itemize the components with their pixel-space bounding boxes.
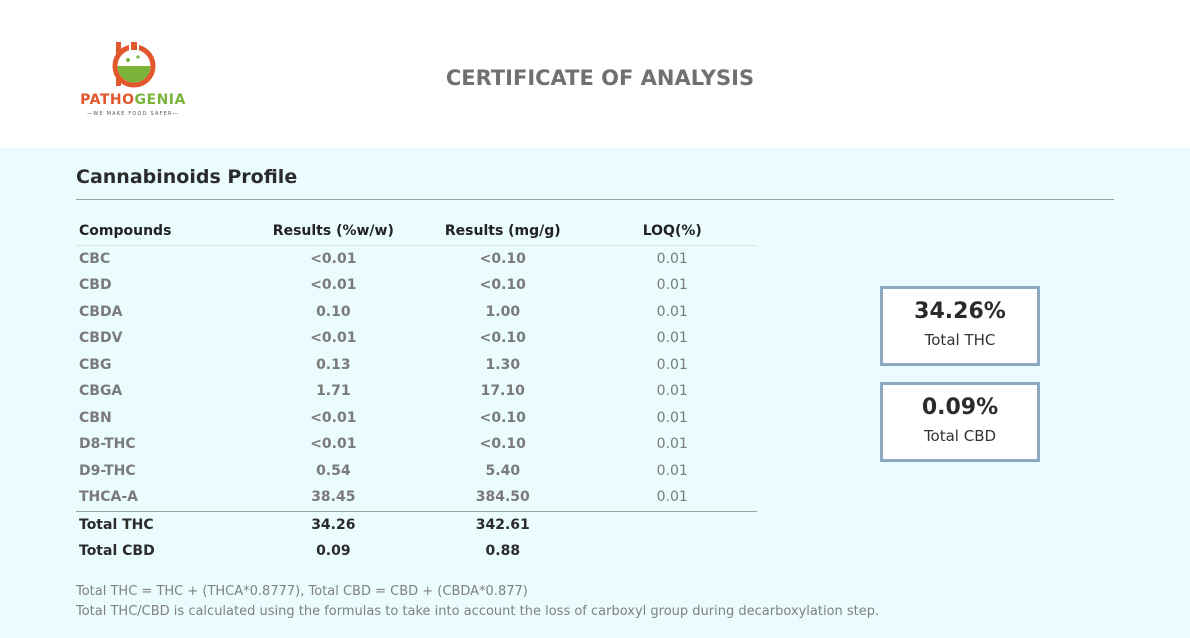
loq-value: 0.01 — [656, 489, 688, 506]
table-row: D8-THC <0.01 <0.10 0.01 — [76, 431, 757, 458]
table-row: THCA-A 38.45 384.50 0.01 — [76, 484, 757, 511]
result-percent: <0.01 — [310, 277, 357, 294]
total-loq — [587, 510, 757, 538]
cannabinoids-panel: Cannabinoids Profile Compounds Results (… — [0, 148, 1190, 638]
result-percent: <0.01 — [310, 330, 357, 347]
compound-name: CBGA — [79, 383, 123, 400]
result-mg: 1.30 — [485, 356, 521, 373]
total-name: Total CBD — [79, 543, 155, 560]
result-mg: 1.00 — [485, 303, 521, 320]
total-thc-row: Total THC 34.26 342.61 — [76, 510, 757, 538]
loq-value: 0.01 — [656, 462, 688, 479]
result-percent: <0.01 — [310, 409, 357, 426]
table-row: CBG 0.13 1.30 0.01 — [76, 352, 757, 379]
compound-name: CBDA — [79, 303, 123, 320]
loq-value: 0.01 — [656, 330, 688, 347]
header: PATHOGENIA —WE MAKE FOOD SAFER— CERTIFIC… — [0, 0, 1190, 148]
loq-value: 0.01 — [656, 409, 688, 426]
loq-value: 0.01 — [656, 277, 688, 294]
result-mg: 17.10 — [480, 383, 525, 400]
logo-wordmark: PATHOGENIA — [80, 92, 186, 108]
total-percent: 34.26 — [248, 510, 419, 538]
result-percent: 0.10 — [316, 303, 351, 320]
table-row: CBC <0.01 <0.10 0.01 — [76, 245, 757, 272]
table-row: CBDV <0.01 <0.10 0.01 — [76, 325, 757, 352]
compound-name: CBDV — [79, 330, 123, 347]
result-percent: <0.01 — [310, 436, 357, 453]
page-title: CERTIFICATE OF ANALYSIS — [445, 66, 755, 90]
total-mg: 342.61 — [418, 510, 588, 538]
compound-name: D9-THC — [79, 462, 136, 479]
table-row: CBD <0.01 <0.10 0.01 — [76, 272, 757, 299]
column-header: Results (mg/g) — [418, 218, 588, 246]
logo-tagline: —WE MAKE FOOD SAFER— — [87, 111, 179, 117]
compound-name: CBD — [79, 277, 112, 294]
total-cbd-label: Total CBD — [923, 427, 997, 445]
result-mg: <0.10 — [479, 250, 526, 267]
formula-note: Total THC = THC + (THCA*0.8777), Total C… — [76, 584, 528, 599]
table-row: D9-THC 0.54 5.40 0.01 — [76, 458, 757, 485]
total-cbd-value: 0.09% — [921, 395, 999, 420]
table-row: CBN <0.01 <0.10 0.01 — [76, 405, 757, 432]
compound-name: D8-THC — [79, 436, 136, 453]
compound-name: CBN — [79, 409, 112, 426]
total-thc-value: 34.26% — [914, 299, 1006, 324]
section-divider — [76, 199, 1114, 200]
compound-name: THCA-A — [79, 489, 139, 506]
compound-name: CBG — [79, 356, 112, 373]
total-cbd-box: 0.09% Total CBD — [880, 382, 1040, 462]
total-name: Total THC — [76, 510, 249, 538]
total-thc-box: 34.26% Total THC — [880, 286, 1040, 366]
result-percent: 0.54 — [316, 462, 351, 479]
loq-value: 0.01 — [656, 303, 688, 320]
result-percent: 0.13 — [316, 356, 351, 373]
result-mg: 384.50 — [475, 489, 530, 506]
result-mg: 5.40 — [485, 462, 521, 479]
total-thc-label: Total THC — [924, 331, 996, 349]
loq-value: 0.01 — [656, 356, 688, 373]
total-percent: 0.09 — [316, 543, 351, 560]
table-header-row: Compounds Results (%w/w) Results (mg/g) … — [76, 218, 757, 246]
calculation-note: Total THC/CBD is calculated using the fo… — [76, 604, 880, 619]
column-header: LOQ(%) — [587, 218, 757, 246]
total-cbd-row: Total CBD 0.09 0.88 — [76, 538, 757, 565]
column-header: Results (%w/w) — [248, 218, 419, 246]
cannabinoids-table: Compounds Results (%w/w) Results (mg/g) … — [76, 218, 757, 565]
result-mg: <0.10 — [479, 277, 526, 294]
total-mg: 0.88 — [485, 543, 521, 560]
result-mg: <0.10 — [479, 436, 526, 453]
loq-value: 0.01 — [656, 383, 688, 400]
pathogenia-logo: PATHOGENIA —WE MAKE FOOD SAFER— — [72, 40, 194, 120]
table-row: CBDA 0.10 1.00 0.01 — [76, 299, 757, 326]
table-row: CBGA 1.71 17.10 0.01 — [76, 378, 757, 405]
loq-value: 0.01 — [656, 250, 688, 267]
flask-logo-icon — [112, 40, 156, 88]
compound-name: CBC — [79, 250, 111, 267]
total-loq — [588, 538, 757, 565]
result-percent: 38.45 — [311, 489, 356, 506]
result-mg: <0.10 — [479, 330, 526, 347]
result-percent: 1.71 — [316, 383, 351, 400]
loq-value: 0.01 — [656, 436, 688, 453]
section-title: Cannabinoids Profile — [76, 166, 298, 188]
result-mg: <0.10 — [479, 409, 526, 426]
column-header: Compounds — [76, 218, 249, 246]
result-percent: <0.01 — [310, 250, 357, 267]
